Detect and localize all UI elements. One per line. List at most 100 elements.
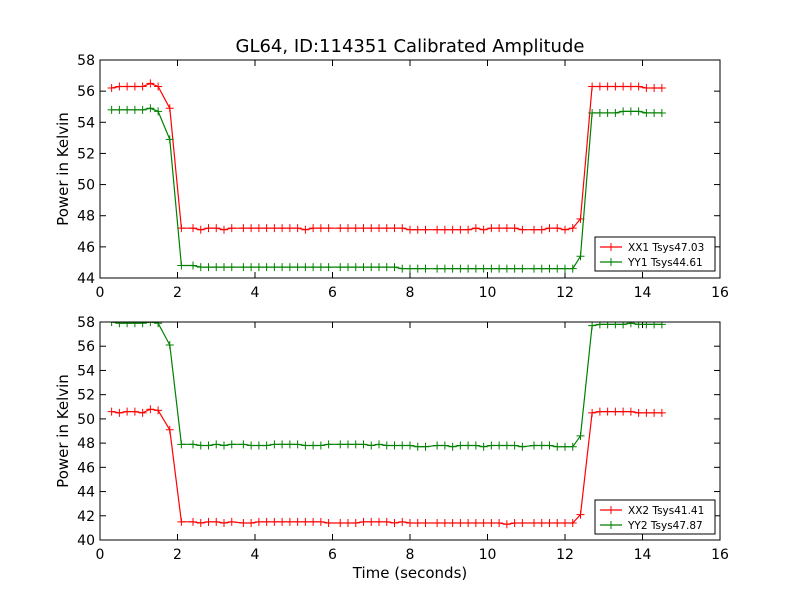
- data-point: [464, 441, 473, 450]
- data-point: [413, 442, 422, 451]
- y-tick-label: 52: [77, 146, 95, 162]
- data-point: [324, 519, 333, 528]
- data-point: [146, 79, 155, 88]
- data-point: [657, 408, 666, 417]
- data-point: [510, 441, 519, 450]
- data-point: [487, 264, 496, 273]
- data-point: [165, 104, 174, 113]
- data-point: [433, 264, 442, 273]
- data-point: [227, 224, 236, 233]
- data-point: [413, 225, 422, 234]
- data-point: [603, 407, 612, 416]
- data-point: [204, 263, 213, 272]
- data-point: [626, 407, 635, 416]
- data-point: [177, 261, 186, 270]
- data-point: [123, 322, 132, 328]
- data-point: [495, 519, 504, 528]
- data-point: [390, 224, 399, 233]
- data-point: [227, 440, 236, 449]
- data-point: [107, 105, 116, 114]
- data-point: [406, 519, 414, 528]
- data-point: [351, 519, 360, 528]
- data-point: [588, 408, 597, 417]
- data-point: [138, 408, 147, 417]
- data-point: [390, 519, 399, 528]
- y-tick-label: 48: [77, 209, 95, 225]
- data-point: [227, 517, 236, 526]
- data-point: [278, 517, 287, 526]
- x-tick-label: 4: [251, 547, 260, 563]
- data-point: [239, 263, 248, 272]
- data-point: [634, 408, 643, 417]
- x-tick-label: 2: [173, 285, 182, 301]
- y-tick-label: 58: [77, 315, 95, 331]
- data-point: [530, 225, 538, 234]
- data-point: [293, 263, 302, 272]
- data-point: [588, 322, 597, 330]
- data-point: [545, 519, 554, 528]
- data-point: [537, 441, 546, 450]
- data-point: [479, 519, 488, 528]
- data-point: [301, 517, 310, 526]
- x-tick-label: 12: [556, 285, 574, 301]
- y-tick-label: 58: [77, 53, 95, 69]
- data-point: [336, 440, 345, 449]
- data-point: [545, 264, 554, 273]
- data-point: [344, 440, 352, 449]
- data-point: [239, 224, 248, 233]
- y-tick-label: 42: [77, 509, 95, 525]
- data-point: [262, 441, 271, 450]
- data-point: [568, 224, 577, 233]
- legend-marker: [607, 521, 615, 529]
- data-point: [220, 263, 228, 272]
- data-point: [553, 224, 562, 233]
- data-point: [576, 431, 585, 440]
- data-point: [634, 322, 643, 329]
- data-point: [270, 440, 279, 449]
- data-point: [189, 440, 197, 449]
- data-point: [456, 264, 465, 273]
- legend-box: [594, 236, 716, 272]
- data-point: [177, 440, 186, 449]
- data-point: [344, 263, 352, 272]
- data-point: [138, 82, 147, 91]
- data-point: [196, 225, 205, 234]
- data-point: [262, 263, 271, 272]
- data-point: [285, 224, 294, 233]
- data-point: [471, 224, 480, 233]
- data-point: [278, 224, 287, 233]
- data-point: [324, 440, 333, 449]
- data-point: [278, 263, 287, 272]
- data-point: [196, 441, 205, 450]
- y-tick-label: 40: [77, 533, 95, 549]
- data-point: [301, 263, 310, 272]
- data-point: [537, 225, 546, 234]
- data-point: [130, 105, 139, 114]
- data-point: [530, 519, 538, 528]
- x-tick-label: 14: [634, 547, 652, 563]
- data-point: [561, 442, 569, 451]
- x-tick-label: 8: [406, 547, 415, 563]
- data-point: [285, 440, 294, 449]
- x-axis-label: Time (seconds): [352, 564, 468, 582]
- data-point: [138, 322, 147, 328]
- data-point: [553, 264, 562, 273]
- data-point: [495, 264, 504, 273]
- data-point: [301, 441, 310, 450]
- x-tick-label: 10: [479, 547, 497, 563]
- data-point: [382, 517, 391, 526]
- data-point: [367, 263, 376, 272]
- data-point: [212, 263, 221, 272]
- data-point: [115, 408, 124, 417]
- x-tick-label: 10: [479, 285, 497, 301]
- data-point: [293, 224, 302, 233]
- data-point: [154, 107, 163, 116]
- data-point: [495, 441, 504, 450]
- x-tick-label: 16: [711, 285, 729, 301]
- data-point: [448, 264, 457, 273]
- data-point: [309, 517, 318, 526]
- data-point: [502, 224, 511, 233]
- data-point: [595, 407, 604, 416]
- data-point: [510, 224, 519, 233]
- data-point: [537, 264, 546, 273]
